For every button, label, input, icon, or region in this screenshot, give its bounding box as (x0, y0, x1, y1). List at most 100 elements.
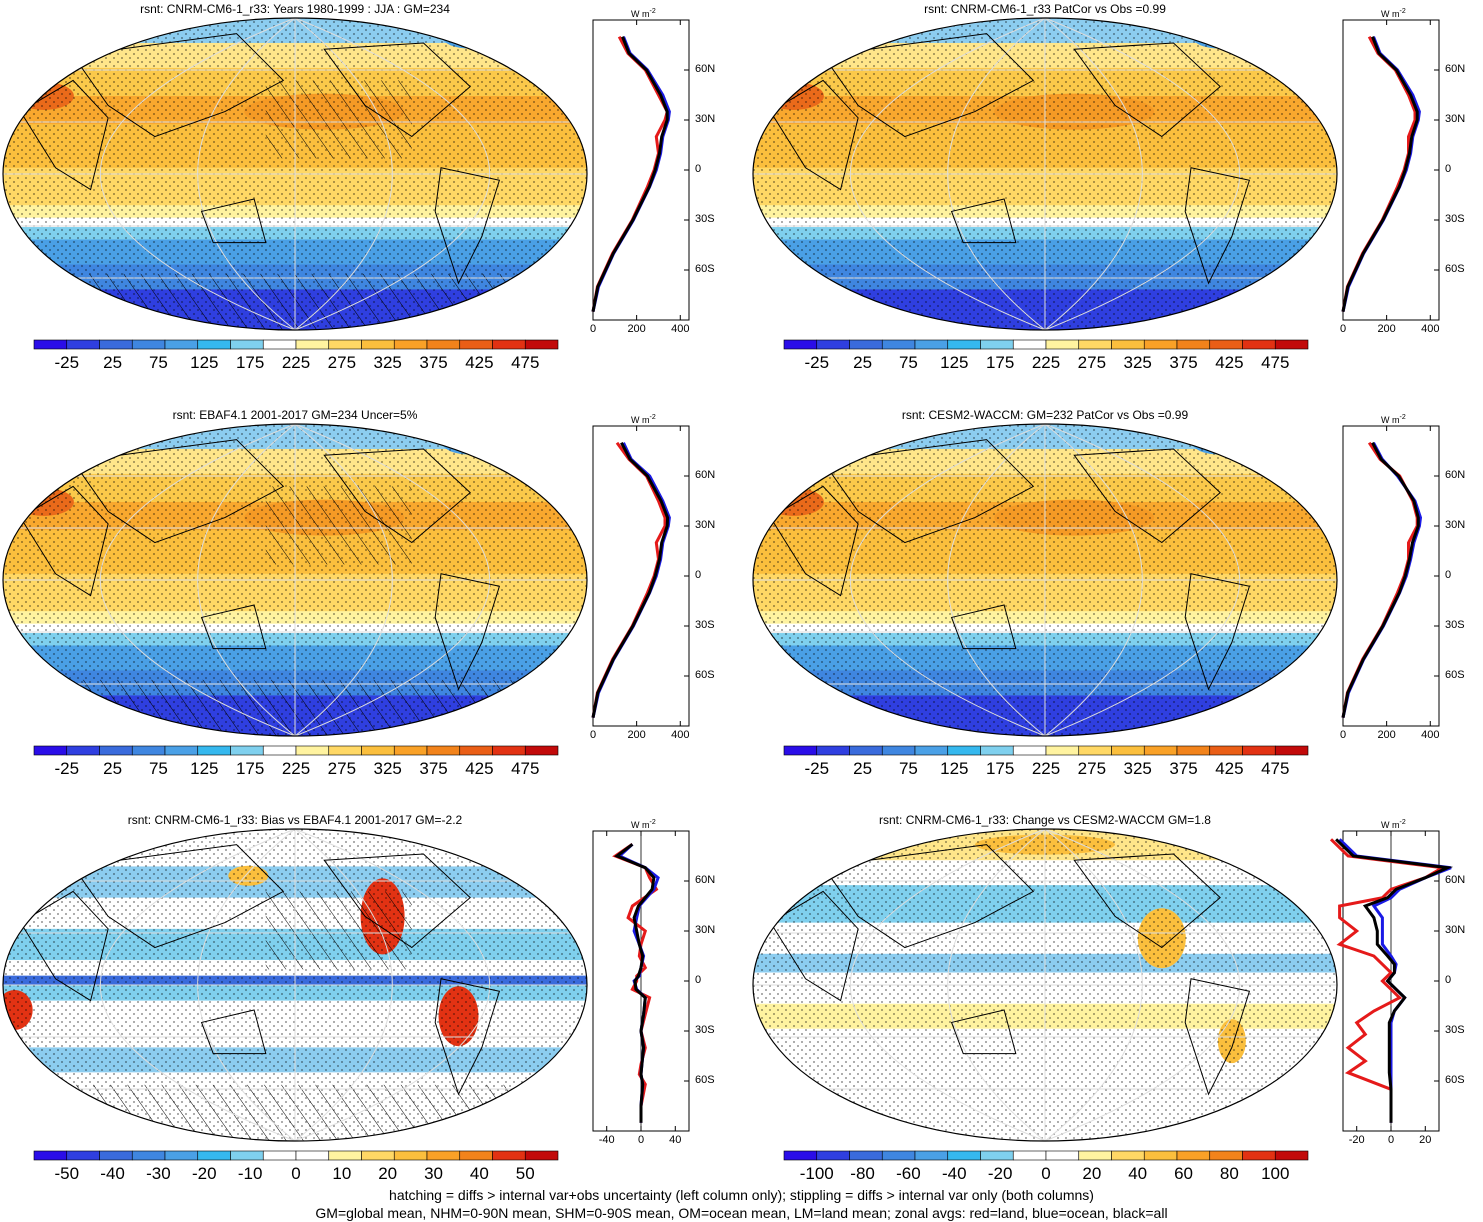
colorbar-label: 225 (281, 353, 311, 372)
lat-tick-label: 60S (1445, 669, 1465, 681)
zonal-line-all (1341, 442, 1420, 718)
colorbar-label: 75 (148, 353, 168, 372)
zonal-x-tick-label: 0 (1387, 1134, 1395, 1146)
colorbar-label: 60 (1174, 1164, 1193, 1183)
lat-tick-label: 30N (695, 519, 716, 531)
colorbar-label: 275 (327, 759, 357, 778)
colorbar-label: 25 (103, 759, 123, 778)
lat-tick-label: 0 (1445, 163, 1452, 175)
colorbar-label: 425 (1215, 353, 1244, 372)
colorbar-label: -50 (54, 1164, 80, 1183)
zonal-x-tick-label: 400 (671, 729, 690, 741)
colorbar-label: 275 (327, 353, 357, 372)
lat-tick-label: 30S (695, 619, 715, 631)
colorbar-label: 325 (1123, 353, 1152, 372)
zonal-x-tick-label: -40 (598, 1134, 615, 1146)
lat-tick-label: 60S (695, 669, 715, 681)
colorbar-label: 375 (419, 353, 448, 372)
zonal-x-tick-label: 0 (589, 729, 597, 741)
colorbar-label: -25 (54, 759, 80, 778)
lat-tick-label: 30N (1445, 519, 1466, 531)
colorbar-label: -80 (850, 1164, 875, 1183)
lat-tick-label: 30S (695, 1024, 715, 1036)
lat-tick-label: 0 (695, 974, 702, 986)
lat-tick-label: 30S (1445, 619, 1465, 631)
lat-tick-label: 60S (1445, 263, 1465, 275)
colorbar-label: 10 (332, 1164, 352, 1183)
zonal-line-land (1329, 838, 1447, 1123)
colorbar-label: -100 (799, 1164, 834, 1183)
colorbar-label: -40 (942, 1164, 967, 1183)
zonal-x-tick-label: -20 (1348, 1134, 1365, 1146)
colorbar-label: 0 (1041, 1164, 1051, 1183)
colorbar-label: 475 (511, 759, 540, 778)
lat-tick-label: 60S (1445, 1074, 1465, 1086)
colorbar-label: 375 (1169, 759, 1198, 778)
lat-tick-label: 0 (695, 569, 702, 581)
lat-tick-label: 30N (1445, 924, 1466, 936)
footer-note-hatching: hatching = diffs > internal var+obs unce… (389, 1187, 1094, 1203)
lat-tick-label: 60N (1445, 469, 1466, 481)
colorbar-label: 325 (373, 759, 402, 778)
zonal-unit-label: W m-2 (631, 8, 656, 19)
zonal-line-all (614, 843, 656, 1123)
colorbar-label: 425 (465, 759, 494, 778)
zonal-line-all (591, 442, 670, 718)
colorbar-label: 125 (940, 353, 969, 372)
colorbar-label: 475 (1261, 353, 1290, 372)
zonal-line-all (1341, 36, 1419, 312)
panel-title: rsnt: CNRM-CM6-1_r33: Years 1980-1999 : … (140, 2, 450, 16)
zonal-line-all (591, 36, 669, 312)
colorbar-label: 80 (1219, 1164, 1239, 1183)
zonal-x-tick-label: 20 (1419, 1134, 1432, 1146)
zonal-x-tick-label: 200 (1377, 323, 1396, 335)
colorbar-label: 375 (1169, 353, 1198, 372)
zonal-x-tick-label: 0 (589, 323, 597, 335)
lat-tick-label: 30N (695, 924, 716, 936)
colorbar-label: 40 (469, 1164, 489, 1183)
panel-title: rsnt: CESM2-WACCM: GM=232 PatCor vs Obs … (901, 408, 1189, 422)
colorbar-label: -25 (54, 353, 80, 372)
zonal-x-tick-label: 0 (1339, 729, 1347, 741)
colorbar-label: 325 (1123, 759, 1152, 778)
colorbar-label: 50 (515, 1164, 535, 1183)
zonal-unit-label: W m-2 (631, 414, 656, 425)
lat-tick-label: 0 (1445, 974, 1452, 986)
colorbar-label: 375 (419, 759, 448, 778)
colorbar-label: 475 (511, 353, 540, 372)
zonal-x-tick-label: 40 (669, 1134, 682, 1146)
colorbar-label: 20 (378, 1164, 398, 1183)
colorbar-label: -25 (804, 353, 830, 372)
colorbar-label: 175 (235, 759, 265, 778)
colorbar-label: 225 (1031, 353, 1061, 372)
colorbar-label: 75 (898, 759, 918, 778)
colorbar-label: -20 (987, 1164, 1013, 1183)
colorbar-label: 175 (985, 759, 1015, 778)
panel-title: rsnt: CNRM-CM6-1_r33: Bias vs EBAF4.1 20… (127, 813, 463, 827)
zonal-x-tick-label: 200 (627, 729, 646, 741)
colorbar-label: 225 (281, 759, 311, 778)
colorbar-label: 20 (1082, 1164, 1102, 1183)
zonal-line-all (1335, 838, 1454, 1123)
colorbar-label: 175 (985, 353, 1015, 372)
lat-tick-label: 30S (1445, 213, 1465, 225)
lat-tick-label: 0 (1445, 569, 1452, 581)
colorbar-label: -40 (100, 1164, 125, 1183)
colorbar-label: 100 (1261, 1164, 1290, 1183)
colorbar-label: -25 (804, 759, 830, 778)
lat-tick-label: 60N (695, 469, 716, 481)
lat-tick-label: 30S (695, 213, 715, 225)
colorbar-label: 40 (1128, 1164, 1148, 1183)
zonal-x-tick-label: 400 (1421, 729, 1440, 741)
colorbar-label: -10 (237, 1164, 263, 1183)
lat-tick-label: 30N (1445, 113, 1466, 125)
colorbar-label: 75 (148, 759, 168, 778)
colorbar-label: 275 (1077, 353, 1107, 372)
lat-tick-label: 30S (1445, 1024, 1465, 1036)
lat-tick-label: 0 (695, 163, 702, 175)
panel-title: rsnt: CNRM-CM6-1_r33 PatCor vs Obs =0.99 (924, 2, 1166, 16)
colorbar-label: 25 (853, 759, 873, 778)
